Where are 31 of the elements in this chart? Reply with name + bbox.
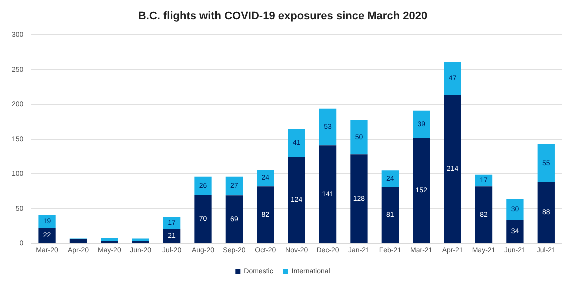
chart-title: B.C. flights with COVID-19 exposures since March 2020 <box>138 10 428 23</box>
bar <box>413 138 430 244</box>
bar <box>38 228 56 244</box>
bar <box>132 238 150 242</box>
bar <box>38 215 56 228</box>
bar <box>382 170 400 188</box>
bar <box>538 144 555 182</box>
bar <box>163 217 181 230</box>
bar <box>350 120 368 155</box>
bar <box>194 194 212 244</box>
bar <box>288 128 306 158</box>
bar <box>101 238 118 242</box>
bar <box>444 62 462 95</box>
bar <box>194 176 212 195</box>
bar <box>382 187 400 244</box>
bar <box>350 154 368 244</box>
bar <box>226 196 244 244</box>
bar <box>257 186 274 244</box>
bar <box>506 220 524 244</box>
bar <box>319 146 337 244</box>
bar <box>288 157 306 244</box>
bar <box>163 229 181 244</box>
bar <box>226 176 244 196</box>
bar <box>257 170 274 187</box>
bar <box>444 94 462 244</box>
bar <box>413 110 430 138</box>
bar <box>319 108 337 146</box>
bar <box>475 186 493 244</box>
bar <box>538 182 555 244</box>
bar <box>506 199 524 220</box>
bar <box>70 239 88 244</box>
